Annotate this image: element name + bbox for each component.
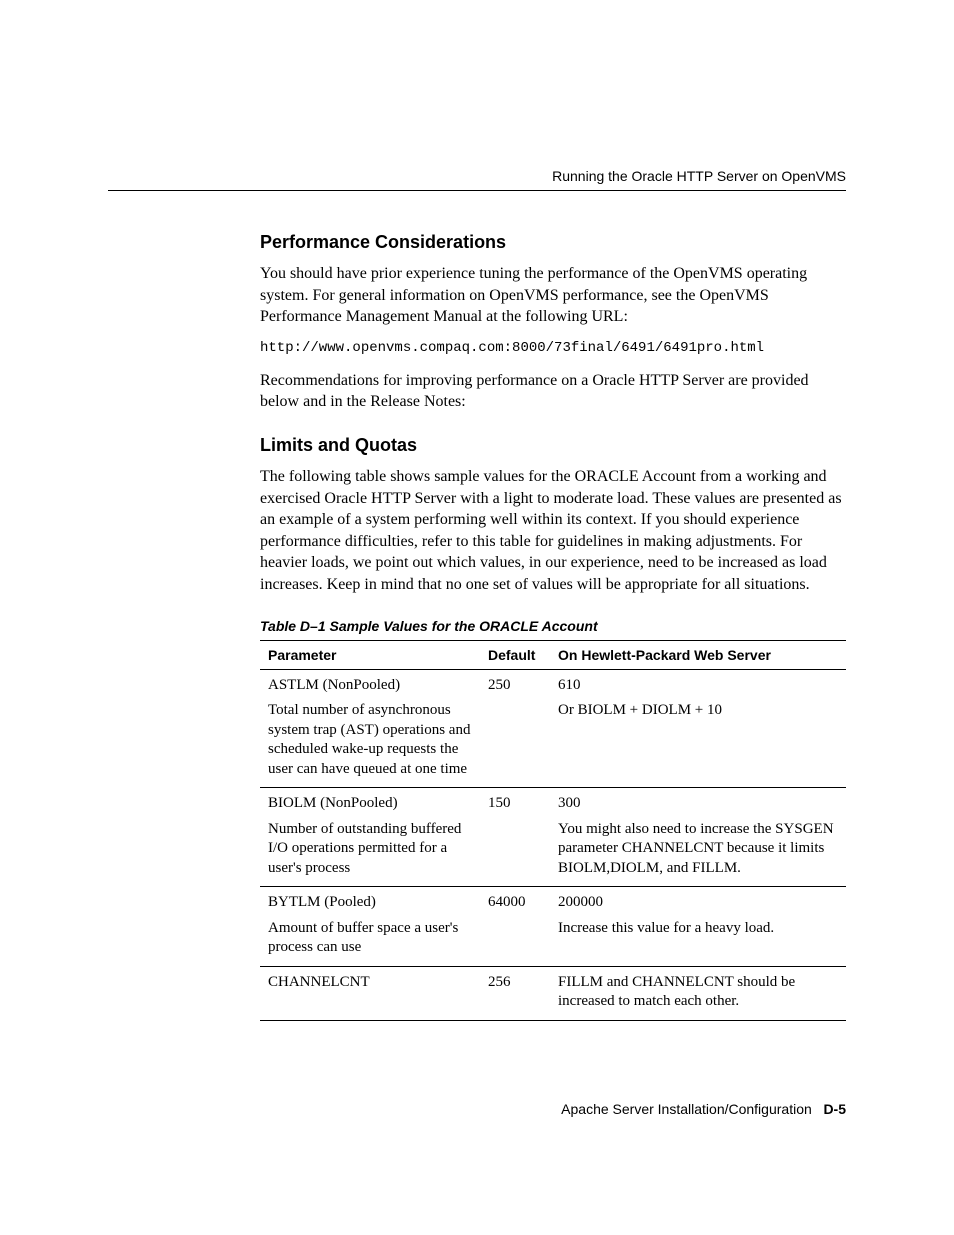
cell-hp: 300	[550, 788, 846, 818]
paragraph: Recommendations for improving performanc…	[260, 370, 846, 413]
cell-hp-desc: FILLM and CHANNELCNT should be increased…	[550, 966, 846, 1020]
table-row: Amount of buffer space a user's process …	[260, 917, 846, 967]
cell-param: ASTLM (NonPooled)	[260, 669, 480, 699]
cell-param-desc: Total number of asynchronous system trap…	[260, 699, 480, 788]
cell-param: BIOLM (NonPooled)	[260, 788, 480, 818]
running-header: Running the Oracle HTTP Server on OpenVM…	[552, 168, 846, 184]
cell-param: BYTLM (Pooled)	[260, 887, 480, 917]
url-text: http://www.openvms.compaq.com:8000/73fin…	[260, 340, 846, 356]
col-header-parameter: Parameter	[260, 640, 480, 669]
cell-hp: 610	[550, 669, 846, 699]
params-table: Parameter Default On Hewlett-Packard Web…	[260, 640, 846, 1021]
header-rule	[108, 190, 846, 191]
cell-param-desc: Number of outstanding buffered I/O opera…	[260, 818, 480, 887]
cell-param-desc: Amount of buffer space a user's process …	[260, 917, 480, 967]
table-row: Total number of asynchronous system trap…	[260, 699, 846, 788]
section-title-limits: Limits and Quotas	[260, 435, 846, 456]
cell-default: 64000	[480, 887, 550, 917]
cell-param: CHANNELCNT	[260, 966, 480, 1020]
table-row: BYTLM (Pooled) 64000 200000	[260, 887, 846, 917]
cell-empty	[480, 818, 550, 887]
table-caption: Table D–1 Sample Values for the ORACLE A…	[260, 618, 846, 634]
cell-default: 150	[480, 788, 550, 818]
cell-empty	[480, 917, 550, 967]
col-header-hp: On Hewlett-Packard Web Server	[550, 640, 846, 669]
cell-default: 256	[480, 966, 550, 1020]
cell-hp-desc: Or BIOLM + DIOLM + 10	[550, 699, 846, 788]
table-row: ASTLM (NonPooled) 250 610	[260, 669, 846, 699]
content-area: Performance Considerations You should ha…	[260, 232, 846, 1021]
cell-default: 250	[480, 669, 550, 699]
paragraph: You should have prior experience tuning …	[260, 263, 846, 328]
cell-empty	[480, 699, 550, 788]
cell-hp-desc: You might also need to increase the SYSG…	[550, 818, 846, 887]
table-row: BIOLM (NonPooled) 150 300	[260, 788, 846, 818]
page-number: D-5	[823, 1101, 846, 1117]
cell-hp-desc: Increase this value for a heavy load.	[550, 917, 846, 967]
footer-text: Apache Server Installation/Configuration	[561, 1101, 812, 1117]
col-header-default: Default	[480, 640, 550, 669]
table-header-row: Parameter Default On Hewlett-Packard Web…	[260, 640, 846, 669]
paragraph: The following table shows sample values …	[260, 466, 846, 596]
cell-hp: 200000	[550, 887, 846, 917]
page-footer: Apache Server Installation/Configuration…	[561, 1101, 846, 1117]
page: Running the Oracle HTTP Server on OpenVM…	[0, 0, 954, 1235]
table-row: CHANNELCNT 256 FILLM and CHANNELCNT shou…	[260, 966, 846, 1020]
section-title-performance: Performance Considerations	[260, 232, 846, 253]
table-row: Number of outstanding buffered I/O opera…	[260, 818, 846, 887]
